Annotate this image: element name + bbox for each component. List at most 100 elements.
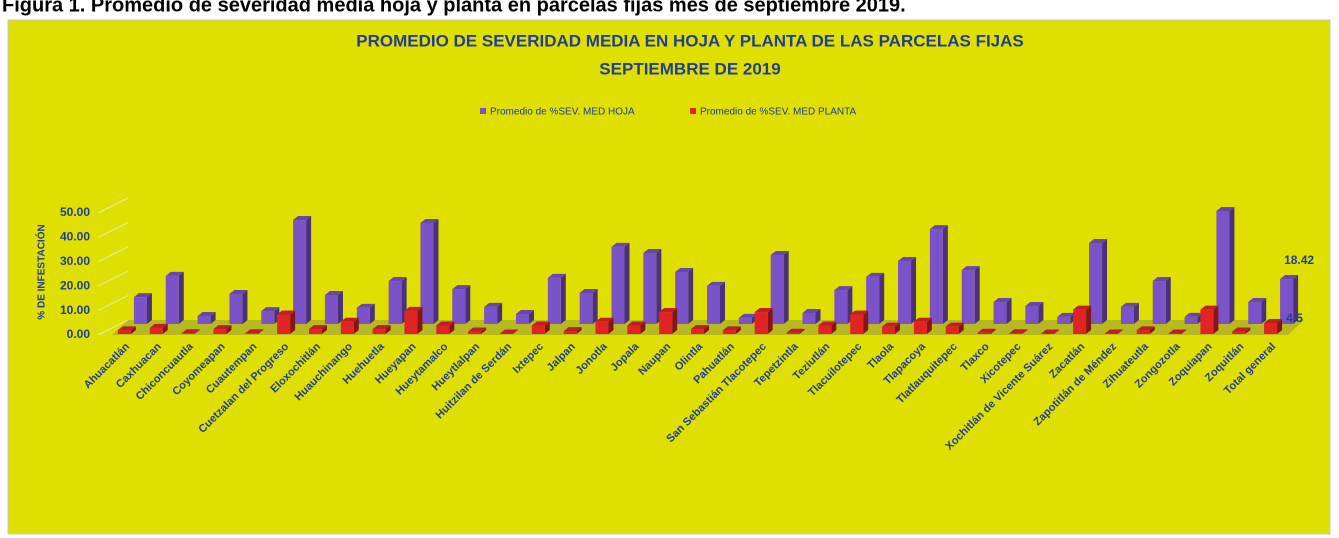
bar-face — [1280, 279, 1294, 324]
bar — [611, 242, 630, 324]
bar-face — [926, 317, 932, 334]
bar-face — [656, 248, 662, 324]
bar-face — [1200, 305, 1219, 310]
y-tick-label: 10.00 — [60, 303, 90, 317]
bar-face — [1054, 329, 1060, 334]
bar-face — [707, 285, 720, 324]
bar-face — [1181, 329, 1187, 334]
bar — [1152, 277, 1171, 324]
bar-face — [194, 329, 200, 334]
bar-face — [420, 218, 439, 223]
bar-face — [1086, 305, 1092, 334]
bar-face — [659, 308, 678, 313]
bar-face — [1165, 277, 1171, 324]
bar-face — [210, 311, 216, 324]
bar-face — [388, 281, 402, 324]
bar-face — [863, 310, 869, 334]
bar-face — [308, 325, 327, 330]
bar-face — [420, 222, 434, 324]
bar — [1248, 298, 1267, 324]
bar — [882, 322, 901, 334]
bar-face — [178, 271, 184, 324]
bar-face — [786, 328, 805, 333]
bar — [484, 302, 503, 324]
bar-face — [563, 331, 577, 334]
bar-face — [895, 322, 901, 334]
bar-face — [245, 329, 264, 334]
bar-face — [643, 252, 657, 324]
bar — [913, 317, 932, 334]
y-tick-label: 40.00 — [60, 230, 90, 244]
bar-face — [1248, 298, 1267, 303]
bar-face — [850, 310, 869, 315]
bar — [197, 311, 216, 324]
y-tick-label: 50.00 — [60, 205, 90, 219]
bar-face — [436, 321, 455, 326]
bar-face — [372, 325, 391, 330]
bar-face — [149, 323, 168, 328]
bar — [1073, 305, 1092, 334]
legend-label: Promedio de %SEV. MED PLANTA — [700, 107, 857, 118]
bar-face — [624, 242, 630, 324]
bar — [786, 328, 805, 334]
bar-face — [882, 322, 901, 327]
bar — [117, 326, 136, 334]
bar-face — [1120, 302, 1139, 307]
bar-face — [497, 302, 503, 324]
figure-caption: Figura 1. Promedio de severidad media ho… — [2, 0, 906, 16]
bar-face — [436, 325, 450, 334]
bar-face — [958, 322, 964, 334]
bar-face — [738, 317, 752, 324]
bar-face — [866, 272, 885, 277]
bar-face — [404, 310, 418, 334]
bar-face — [691, 329, 704, 334]
bar-face — [961, 266, 980, 271]
bar-face — [754, 312, 768, 334]
bar-face — [961, 270, 975, 324]
bar-face — [515, 309, 534, 314]
bar-face — [704, 325, 709, 334]
bar-face — [1104, 329, 1123, 334]
bar — [388, 277, 407, 324]
bar-face — [913, 321, 927, 334]
bar-face — [977, 332, 991, 334]
bar-face — [929, 225, 948, 230]
bar — [1025, 301, 1044, 324]
bar-face — [197, 315, 211, 324]
bar-face — [802, 309, 821, 314]
bar — [977, 328, 996, 334]
bar-face — [1229, 207, 1235, 324]
bar-face — [242, 289, 248, 324]
bar-face — [1232, 331, 1246, 334]
bar — [754, 308, 773, 334]
bar-face — [640, 321, 646, 334]
bar-face — [1168, 329, 1187, 334]
bar-face — [990, 328, 996, 334]
bar-face — [324, 290, 343, 295]
bar — [499, 329, 518, 334]
bar-face — [1025, 301, 1044, 306]
grid-line — [97, 270, 129, 287]
bar-face — [1136, 330, 1150, 334]
bar-face — [165, 271, 184, 276]
bar-face — [1009, 333, 1023, 334]
bar-face — [117, 326, 136, 331]
bar-face — [815, 309, 821, 324]
bar-face — [720, 281, 725, 324]
bar — [691, 325, 709, 334]
bar-face — [433, 218, 439, 324]
bar-face — [1117, 329, 1123, 334]
bar-face — [547, 273, 566, 278]
bar — [929, 225, 948, 324]
bar-face — [452, 285, 471, 290]
bar-face — [1200, 309, 1214, 334]
bar-face — [340, 321, 354, 334]
bar-face — [770, 250, 789, 255]
bar-face — [659, 312, 673, 334]
bar-face — [229, 289, 248, 294]
bar-face — [1057, 316, 1071, 324]
y-tick-label: 30.00 — [60, 254, 90, 268]
bar-face — [306, 216, 312, 324]
bar-face — [770, 254, 784, 324]
